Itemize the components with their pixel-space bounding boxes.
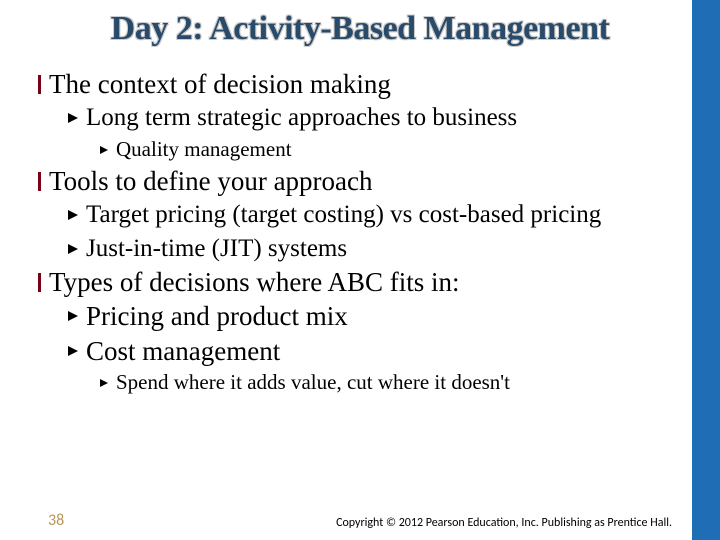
bullet-text: Just-in-time (JIT) systems (86, 233, 347, 264)
copyright-text: Copyright © 2012 Pearson Education, Inc.… (336, 516, 672, 530)
bullet-level2: Just-in-time (JIT) systems (68, 233, 690, 264)
bullet-text: The context of decision making (49, 68, 391, 100)
bullet-level2: Long term strategic approaches to busine… (68, 102, 690, 133)
triangle-bullet-icon (68, 244, 78, 254)
triangle-bullet-icon (68, 311, 78, 321)
bullet-level1: Types of decisions where ABC fits in: (38, 266, 690, 298)
bullet-text: Long term strategic approaches to busine… (86, 102, 517, 133)
bullet-text: Target pricing (target costing) vs cost-… (86, 199, 601, 230)
bullet-level2: Pricing and product mix (68, 300, 690, 332)
bullet-text: Types of decisions where ABC fits in: (49, 266, 460, 298)
bullet-text: Cost management (86, 335, 280, 367)
triangle-bullet-icon (68, 113, 78, 123)
triangle-bullet-icon (68, 210, 78, 220)
bar-bullet-icon (38, 273, 41, 292)
bullet-level3: Spend where it adds value, cut where it … (100, 369, 690, 396)
bullet-level2: Cost management (68, 335, 690, 367)
bar-bullet-icon (38, 75, 41, 94)
triangle-bullet-icon (68, 346, 78, 356)
slide-footer: 38 Copyright © 2012 Pearson Education, I… (0, 511, 692, 530)
triangle-bullet-icon (100, 146, 108, 154)
triangle-bullet-icon (100, 379, 108, 387)
page-number: 38 (48, 511, 64, 530)
bullet-text: Spend where it adds value, cut where it … (116, 369, 510, 396)
bullet-level2: Target pricing (target costing) vs cost-… (68, 199, 690, 230)
bullet-level3: Quality management (100, 136, 690, 163)
slide-title: Day 2: Activity-Based Management (0, 0, 720, 68)
bullet-text: Quality management (116, 136, 292, 163)
right-sidebar (692, 0, 720, 540)
slide-content: The context of decision making Long term… (0, 68, 720, 396)
bullet-text: Pricing and product mix (86, 300, 348, 332)
bullet-text: Tools to define your approach (49, 165, 373, 197)
bullet-level1: Tools to define your approach (38, 165, 690, 197)
bullet-level1: The context of decision making (38, 68, 690, 100)
bar-bullet-icon (38, 172, 41, 191)
